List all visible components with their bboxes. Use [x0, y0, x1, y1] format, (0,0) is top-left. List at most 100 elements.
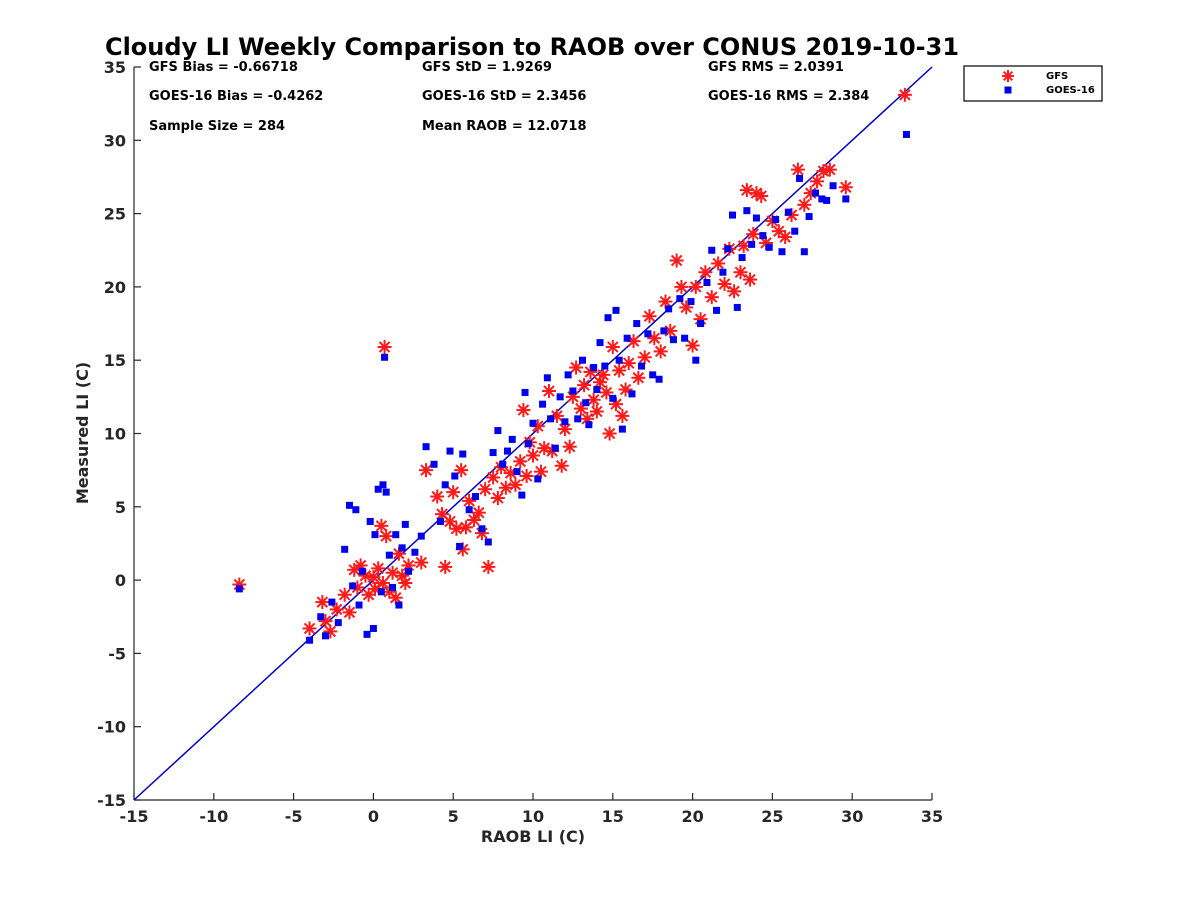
- legend-goes-marker: [1004, 86, 1012, 94]
- gfs-point: [449, 521, 464, 536]
- goes16-point: [692, 356, 700, 364]
- chart-title: Cloudy LI Weekly Comparison to RAOB over…: [105, 33, 959, 61]
- goes16-point: [478, 525, 486, 533]
- goes16-point: [593, 386, 601, 394]
- stat-goes-bias: GOES-16 Bias = -0.4262: [149, 89, 323, 104]
- legend: GFS GOES-16: [963, 65, 1103, 102]
- goes16-point: [842, 195, 850, 203]
- goes16-point: [436, 517, 444, 525]
- gfs-point: [631, 370, 646, 385]
- gfs-point: [621, 356, 636, 371]
- goes16-point: [618, 425, 626, 433]
- goes16-point: [623, 334, 631, 342]
- goes16-point: [398, 544, 406, 552]
- gfs-point: [329, 602, 344, 617]
- gfs-point: [519, 469, 534, 484]
- goes16-point: [322, 632, 330, 640]
- goes16-point: [417, 532, 425, 540]
- goes16-point: [334, 619, 342, 627]
- goes16-point: [687, 298, 695, 306]
- x-tick-label: 35: [921, 807, 943, 826]
- x-tick-label: 25: [761, 807, 783, 826]
- gfs-point: [490, 491, 505, 506]
- stats-block: GFS Bias = -0.66718 GOES-16 Bias = -0.42…: [149, 60, 869, 134]
- gfs-point: [822, 162, 837, 177]
- goes16-point: [382, 488, 390, 496]
- goes16-point: [379, 481, 387, 489]
- legend-goes-label: GOES-16: [1046, 85, 1095, 96]
- goes16-point: [499, 460, 507, 468]
- goes16-point: [503, 447, 511, 455]
- gfs-point: [838, 180, 853, 195]
- gfs-point: [754, 189, 769, 204]
- goes16-point: [369, 624, 377, 632]
- goes16-point: [733, 303, 741, 311]
- legend-goes-square: [1004, 86, 1012, 94]
- goes16-point: [556, 393, 564, 401]
- goes16-point: [669, 336, 677, 344]
- goes16-point: [472, 493, 480, 501]
- gfs-point: [674, 279, 689, 294]
- goes16-point: [590, 364, 598, 372]
- gfs-point: [302, 621, 317, 636]
- x-tick-label: -10: [199, 807, 228, 826]
- gfs-point: [685, 338, 700, 353]
- goes16-point: [451, 472, 459, 480]
- y-tick-label: -5: [108, 644, 126, 663]
- y-tick-label: 30: [104, 131, 126, 150]
- stat-mean-raob: Mean RAOB = 12.0718: [422, 119, 587, 134]
- goes16-point: [759, 232, 767, 240]
- y-tick-label: 35: [104, 58, 126, 77]
- goes16-point: [713, 306, 721, 314]
- goes16-point: [371, 531, 379, 539]
- goes16-point: [765, 243, 773, 251]
- goes16-point: [374, 485, 382, 493]
- gfs-point: [704, 290, 719, 305]
- goes16-point: [358, 567, 366, 575]
- x-axis-label: RAOB LI (C): [481, 827, 585, 846]
- stat-goes-rms: GOES-16 RMS = 2.384: [708, 89, 869, 104]
- goes16-point: [366, 517, 374, 525]
- goes16-point: [665, 305, 673, 313]
- goes16-point: [534, 475, 542, 483]
- gfs-point: [727, 284, 742, 299]
- gfs-point: [337, 587, 352, 602]
- goes16-point: [823, 196, 831, 204]
- gfs-point: [438, 559, 453, 574]
- gfs-point: [481, 559, 496, 574]
- gfs-point: [810, 174, 825, 189]
- goes16-point: [778, 248, 786, 256]
- gfs-point: [371, 561, 386, 576]
- goes16-point: [649, 371, 657, 379]
- goes16-point: [772, 215, 780, 223]
- goes16-point: [818, 195, 826, 203]
- goes16-point: [791, 227, 799, 235]
- gfs-point: [790, 162, 805, 177]
- data-points: [232, 87, 912, 644]
- gfs-point: [471, 505, 486, 520]
- y-tick-label: 10: [104, 425, 126, 444]
- gfs-point: [377, 340, 392, 355]
- goes16-point: [513, 468, 521, 476]
- goes16-point: [719, 268, 727, 276]
- gfs-point: [446, 485, 461, 500]
- goes16-point: [633, 320, 641, 328]
- gfs-point: [526, 448, 540, 463]
- gfs-point: [688, 279, 703, 294]
- goes16-point: [574, 415, 582, 423]
- goes16-point: [902, 130, 910, 138]
- goes16-point: [456, 542, 464, 550]
- goes16-point: [389, 583, 397, 591]
- goes16-point: [547, 415, 555, 423]
- legend-gfs-label: GFS: [1046, 71, 1068, 82]
- goes16-point: [644, 330, 652, 338]
- goes16-point: [796, 174, 804, 182]
- y-tick-label: 5: [115, 498, 126, 517]
- goes16-point: [596, 339, 604, 347]
- goes16-point: [349, 582, 357, 590]
- goes16-point: [341, 545, 349, 553]
- x-tick-label: 20: [681, 807, 703, 826]
- goes16-point: [703, 279, 711, 287]
- goes16-point: [306, 636, 314, 644]
- goes16-point: [811, 189, 819, 197]
